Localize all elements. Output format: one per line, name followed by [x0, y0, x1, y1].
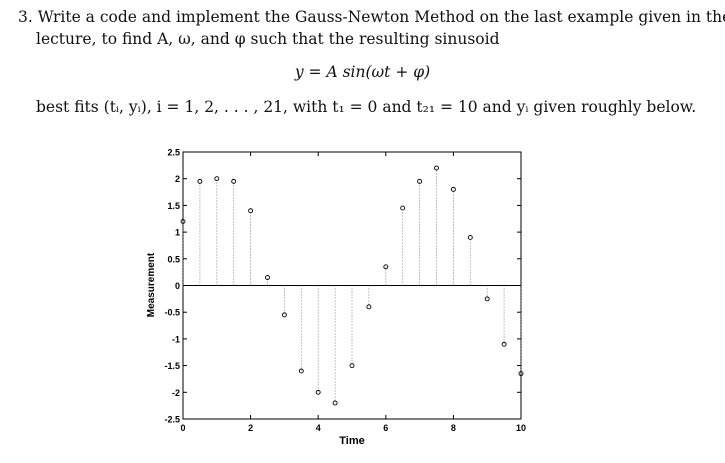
- x-axis-label: Time: [339, 435, 364, 447]
- data-point: [349, 363, 355, 369]
- problem-text-line-2: lecture, to find A, ω, and φ such that t…: [36, 30, 500, 48]
- y-tick-label: -2: [172, 388, 180, 398]
- data-point: [518, 371, 524, 377]
- data-point: [417, 178, 423, 184]
- data-point: [450, 186, 456, 192]
- data-point: [180, 218, 186, 224]
- data-point: [248, 208, 254, 214]
- data-point: [214, 176, 220, 182]
- x-tick-label: 2: [248, 423, 253, 433]
- data-point: [467, 234, 473, 240]
- y-tick-label: -0.5: [164, 308, 180, 318]
- data-point: [400, 205, 406, 211]
- data-point: [298, 368, 304, 374]
- x-tick-label: 6: [383, 423, 388, 433]
- data-point: [434, 165, 439, 171]
- y-tick-label: 0: [175, 281, 180, 291]
- best-fits-text: best fits (tᵢ, yᵢ), i = 1, 2, . . . , 21…: [36, 98, 697, 116]
- data-point: [332, 400, 338, 406]
- y-tick-label: -2.5: [164, 415, 180, 425]
- x-tick-label: 4: [316, 423, 321, 433]
- y-tick-label: 2: [175, 174, 180, 184]
- problem-statement: 3. Write a code and implement the Gauss-…: [18, 6, 725, 50]
- data-point: [265, 275, 270, 280]
- data-points: [180, 165, 524, 406]
- data-point: [231, 178, 237, 184]
- x-tick-label: 10: [516, 423, 526, 433]
- data-point: [315, 389, 321, 395]
- y-axis-label: Measurement: [146, 252, 157, 317]
- data-point: [197, 178, 203, 184]
- x-tick-label: 8: [451, 423, 456, 433]
- stem-lines: [182, 168, 522, 403]
- problem-number: 3.: [18, 8, 33, 26]
- y-tick-label: 2.5: [167, 148, 180, 158]
- data-point: [366, 304, 372, 310]
- data-point: [484, 296, 490, 302]
- x-axis-ticks: 0 2 4 6 8 10: [180, 152, 526, 433]
- problem-text-line-1: Write a code and implement the Gauss-New…: [37, 8, 725, 26]
- sinusoid-equation: y = A sin(ωt + φ): [294, 63, 431, 81]
- problem-line-1: 3. Write a code and implement the Gauss-…: [18, 6, 725, 28]
- y-tick-label: 1.5: [167, 201, 180, 211]
- data-point: [383, 264, 389, 270]
- y-tick-label: 1: [175, 228, 180, 238]
- y-tick-label: -1.5: [164, 361, 180, 371]
- x-tick-label: 0: [180, 423, 185, 433]
- y-tick-label: 0.5: [167, 254, 180, 264]
- y-tick-label: -1: [172, 334, 180, 344]
- data-point: [501, 341, 507, 347]
- data-point: [281, 312, 287, 318]
- y-axis-ticks: 2.5 2 1.5 1 0.5 0 -0.5 -1 -1.5 -2 -2.5: [164, 148, 521, 425]
